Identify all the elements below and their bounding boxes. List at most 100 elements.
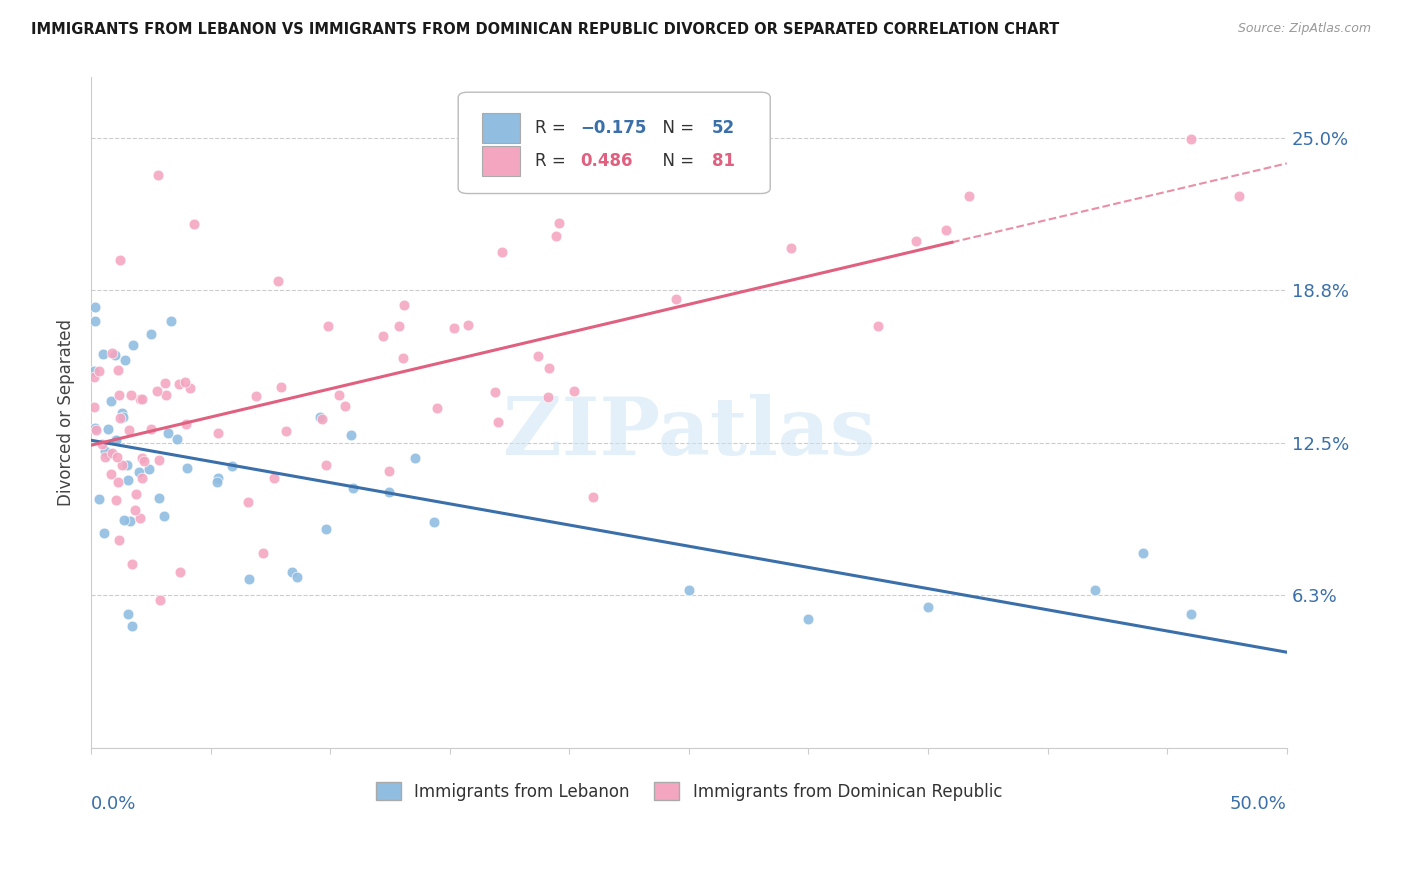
Point [1180, 132, 1202, 146]
Point [111, 409, 134, 424]
Point [97, 422, 120, 436]
Point [281, 566, 304, 580]
Point [111, 458, 134, 472]
Point [342, 481, 364, 495]
Point [124, 502, 146, 516]
Point [392, 351, 415, 365]
Point [486, 415, 509, 429]
Text: IMMIGRANTS FROM LEBANON VS IMMIGRANTS FROM DOMINICAN REPUBLIC DIVORCED OR SEPARA: IMMIGRANTS FROM LEBANON VS IMMIGRANTS FR… [31, 22, 1059, 37]
Point [83, 370, 105, 384]
Point [107, 363, 129, 377]
Point [426, 401, 449, 415]
Point [527, 349, 550, 363]
Point [276, 424, 298, 438]
Point [537, 360, 560, 375]
Point [174, 417, 197, 431]
Point [236, 495, 259, 509]
Point [117, 473, 139, 487]
Point [153, 376, 176, 390]
Point [315, 458, 337, 472]
Point [207, 471, 229, 485]
Point [167, 377, 190, 392]
Point [491, 245, 513, 260]
Point [245, 389, 267, 403]
Point [285, 570, 308, 584]
Point [1132, 546, 1154, 560]
Point [935, 223, 957, 237]
Text: 0.486: 0.486 [581, 153, 633, 170]
Point [108, 411, 131, 425]
Point [148, 491, 170, 505]
Point [388, 318, 411, 333]
Point [128, 511, 150, 525]
Point [101, 446, 124, 460]
Point [562, 384, 585, 399]
Point [121, 558, 143, 572]
Point [120, 387, 142, 401]
Point [112, 512, 135, 526]
Point [108, 388, 131, 402]
Point [83, 401, 105, 415]
Point [238, 572, 260, 586]
Point [665, 292, 688, 306]
Point [94, 444, 117, 458]
Point [404, 450, 426, 465]
Text: 81: 81 [711, 153, 735, 170]
Point [128, 392, 150, 406]
Point [546, 229, 568, 244]
Point [270, 380, 292, 394]
Point [905, 235, 928, 249]
Point [1084, 582, 1107, 597]
Point [267, 274, 290, 288]
Point [146, 384, 169, 399]
Point [263, 471, 285, 485]
Point [107, 450, 129, 464]
Text: 52: 52 [711, 119, 735, 136]
Point [138, 462, 160, 476]
Point [120, 514, 142, 528]
Point [173, 376, 195, 390]
Point [105, 493, 128, 508]
Point [146, 168, 169, 182]
Point [84, 423, 107, 437]
Point [159, 314, 181, 328]
Point [797, 612, 820, 626]
Point [394, 298, 416, 312]
Y-axis label: Divorced or Separated: Divorced or Separated [58, 319, 75, 507]
Point [121, 619, 143, 633]
Point [110, 405, 132, 419]
Point [166, 433, 188, 447]
Point [91, 346, 114, 360]
Text: R =: R = [534, 153, 571, 170]
Point [153, 509, 176, 524]
Point [89, 364, 111, 378]
FancyBboxPatch shape [458, 92, 770, 194]
Point [115, 458, 138, 472]
Point [108, 533, 131, 547]
Point [114, 352, 136, 367]
Point [309, 409, 332, 424]
Point [91, 437, 114, 451]
Point [252, 546, 274, 560]
Point [157, 425, 180, 440]
Point [128, 465, 150, 479]
Point [125, 487, 148, 501]
Point [83, 421, 105, 435]
Point [547, 216, 569, 230]
Point [183, 217, 205, 231]
Point [100, 394, 122, 409]
Point [1227, 189, 1250, 203]
Point [83, 364, 105, 378]
Point [377, 484, 399, 499]
Point [678, 582, 700, 597]
Point [484, 385, 506, 400]
Point [84, 314, 107, 328]
Point [155, 387, 177, 401]
Point [315, 522, 337, 536]
Point [87, 491, 110, 506]
Point [866, 319, 889, 334]
Text: R =: R = [534, 119, 571, 136]
Text: Source: ZipAtlas.com: Source: ZipAtlas.com [1237, 22, 1371, 36]
Point [316, 319, 339, 334]
Point [105, 434, 128, 448]
